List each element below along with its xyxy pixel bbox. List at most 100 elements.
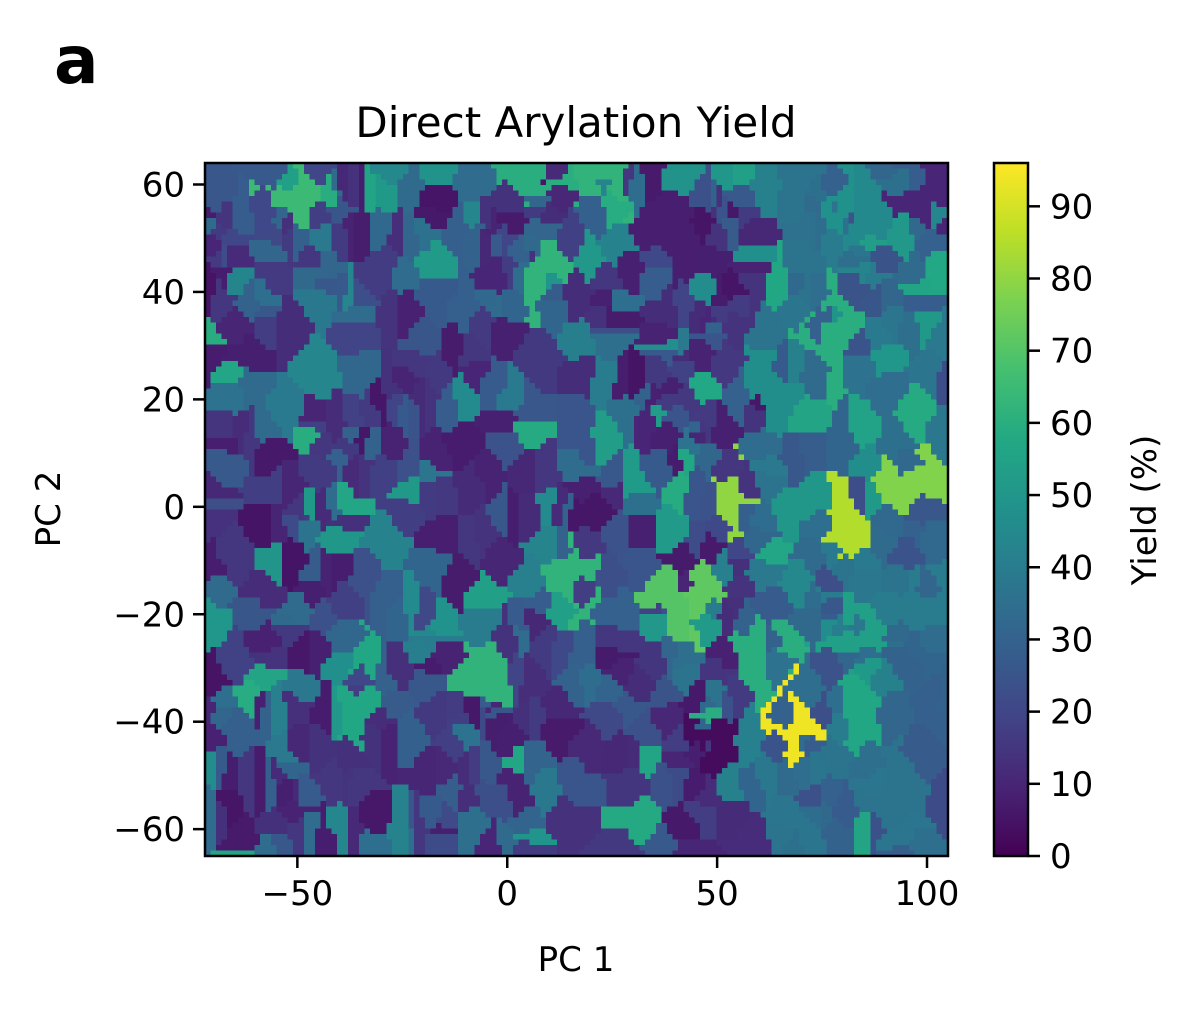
heatmap-cell [705, 311, 711, 317]
heatmap-cell [689, 168, 695, 174]
heatmap-cell [931, 295, 937, 301]
heatmap-cell [557, 317, 563, 323]
heatmap-cell [375, 229, 381, 235]
heatmap-cell [551, 350, 557, 356]
heatmap-cell [276, 229, 282, 235]
heatmap-cell [711, 245, 717, 251]
heatmap-cell [942, 333, 948, 339]
heatmap-cell [562, 328, 568, 334]
heatmap-cell [353, 207, 359, 213]
heatmap-cell [689, 223, 695, 229]
heatmap-cell [815, 251, 821, 257]
heatmap-cell [227, 201, 233, 207]
heatmap-cell [832, 350, 838, 356]
heatmap-cell [920, 339, 926, 345]
heatmap-cell [727, 284, 733, 290]
heatmap-cell [766, 207, 772, 213]
heatmap-cell [557, 284, 563, 290]
heatmap-cell [518, 328, 524, 334]
heatmap-cell [584, 229, 590, 235]
heatmap-cell [771, 355, 777, 361]
heatmap-cell [342, 361, 348, 367]
heatmap-cell [799, 163, 805, 169]
heatmap-cell [452, 179, 458, 185]
heatmap-cell [480, 328, 486, 334]
heatmap-cell [546, 240, 552, 246]
heatmap-cell [491, 317, 497, 323]
heatmap-cell [925, 333, 931, 339]
heatmap-cell [760, 256, 766, 262]
heatmap-cell [700, 361, 706, 367]
heatmap-cell [425, 328, 431, 334]
heatmap-cell [887, 207, 893, 213]
heatmap-cell [744, 317, 750, 323]
heatmap-cell [694, 201, 700, 207]
heatmap-cell [513, 311, 519, 317]
heatmap-cell [243, 163, 249, 169]
heatmap-cell [524, 333, 530, 339]
heatmap-cell [771, 317, 777, 323]
heatmap-cell [518, 267, 524, 273]
heatmap-cell [931, 273, 937, 279]
heatmap-cell [810, 284, 816, 290]
heatmap-cell [359, 196, 365, 202]
heatmap-cell [788, 240, 794, 246]
heatmap-cell [584, 289, 590, 295]
heatmap-cell [595, 306, 601, 312]
heatmap-cell [579, 322, 585, 328]
heatmap-cell [865, 218, 871, 224]
heatmap-cell [672, 262, 678, 268]
heatmap-cell [535, 350, 541, 356]
heatmap-cell [386, 322, 392, 328]
heatmap-cell [304, 218, 310, 224]
heatmap-cell [705, 262, 711, 268]
heatmap-cell [430, 251, 436, 257]
heatmap-cell [210, 201, 216, 207]
heatmap-cell [711, 361, 717, 367]
heatmap-cell [353, 284, 359, 290]
heatmap-cell [298, 311, 304, 317]
heatmap-cell [359, 289, 365, 295]
heatmap-cell [210, 174, 216, 180]
heatmap-cell [546, 278, 552, 284]
heatmap-cell [337, 278, 343, 284]
heatmap-cell [425, 256, 431, 262]
heatmap-cell [722, 207, 728, 213]
heatmap-cell [232, 218, 238, 224]
heatmap-cell [595, 350, 601, 356]
heatmap-cell [326, 339, 332, 345]
heatmap-cell [474, 311, 480, 317]
heatmap-cell [375, 350, 381, 356]
heatmap-cell [766, 339, 772, 345]
heatmap-cell [216, 339, 222, 345]
heatmap-cell [799, 179, 805, 185]
heatmap-cell [931, 185, 937, 191]
heatmap-cell [694, 251, 700, 257]
heatmap-cell [804, 185, 810, 191]
heatmap-cell [738, 196, 744, 202]
heatmap-cell [562, 179, 568, 185]
heatmap-cell [870, 289, 876, 295]
heatmap-cell [936, 328, 942, 334]
heatmap-cell [799, 344, 805, 350]
heatmap-cell [782, 311, 788, 317]
heatmap-cell [425, 207, 431, 213]
heatmap-cell [892, 284, 898, 290]
heatmap-cell [337, 333, 343, 339]
heatmap-cell [458, 344, 464, 350]
heatmap-cell [469, 284, 475, 290]
heatmap-cell [331, 190, 337, 196]
heatmap-cell [936, 333, 942, 339]
heatmap-cell [799, 328, 805, 334]
heatmap-cell [557, 339, 563, 345]
heatmap-cell [386, 311, 392, 317]
heatmap-cell [606, 289, 612, 295]
heatmap-cell [854, 350, 860, 356]
heatmap-cell [524, 295, 530, 301]
heatmap-cell [392, 229, 398, 235]
heatmap-cell [458, 355, 464, 361]
heatmap-cell [249, 240, 255, 246]
heatmap-cell [584, 174, 590, 180]
heatmap-cell [458, 168, 464, 174]
heatmap-cell [584, 328, 590, 334]
